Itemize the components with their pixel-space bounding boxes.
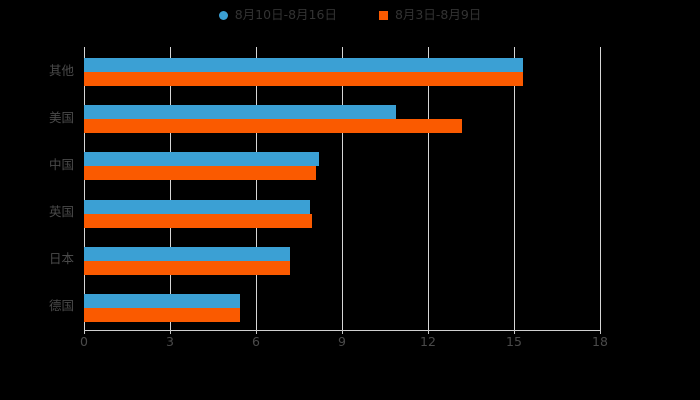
x-axis-tick-mark — [514, 330, 515, 334]
x-axis-tick-label: 18 — [592, 334, 608, 349]
y-axis-tick-label: 其他 — [48, 62, 74, 78]
x-axis-tick-mark — [256, 330, 257, 334]
x-axis-tick-label: 6 — [252, 334, 260, 349]
bar[interactable] — [84, 307, 241, 322]
x-axis-tick-label: 3 — [166, 334, 174, 349]
bar[interactable] — [84, 105, 397, 120]
legend-square-marker-icon — [378, 10, 388, 20]
bar[interactable] — [84, 166, 317, 181]
gridline — [428, 47, 429, 330]
bar-group — [84, 141, 600, 188]
bar[interactable] — [84, 58, 523, 72]
bar[interactable] — [84, 246, 291, 261]
bar[interactable] — [84, 119, 463, 134]
legend-label-series-1: 8月3日-8月9日 — [394, 7, 482, 22]
gridline — [514, 47, 515, 330]
gridline — [600, 47, 601, 330]
gridline — [84, 47, 85, 330]
bar-group — [84, 283, 600, 330]
x-axis-tick-label: 0 — [80, 334, 88, 349]
y-axis-tick-label: 美国 — [48, 109, 74, 125]
bar[interactable] — [84, 213, 312, 228]
legend-item-series-0[interactable]: 8月10日-8月16日 — [218, 7, 337, 22]
x-axis-tick-mark — [428, 330, 429, 334]
bar[interactable] — [84, 72, 523, 86]
x-axis-tick-mark — [342, 330, 343, 334]
x-axis-tick-label: 12 — [420, 334, 436, 349]
x-axis-tick-mark — [170, 330, 171, 334]
bar[interactable] — [84, 199, 311, 214]
legend-item-series-1[interactable]: 8月3日-8月9日 — [378, 7, 482, 22]
legend-circle-marker-icon — [218, 10, 228, 20]
bar-group — [84, 236, 600, 283]
bar[interactable] — [84, 152, 320, 167]
x-axis-labels: 0 3 6 9 12 15 18 — [0, 334, 700, 354]
bar-group — [84, 47, 600, 94]
y-axis-tick-label: 英国 — [48, 204, 74, 220]
bar-group — [84, 94, 600, 141]
legend-label-series-0: 8月10日-8月16日 — [234, 7, 337, 22]
y-axis-labels: 其他美国中国英国日本德国 — [0, 47, 74, 330]
bar[interactable] — [84, 260, 291, 275]
plot-area — [84, 47, 601, 330]
x-axis-tick-label: 15 — [506, 334, 522, 349]
bar-group — [84, 189, 600, 236]
y-axis-tick-label: 日本 — [48, 251, 74, 267]
gridline — [342, 47, 343, 330]
y-axis-tick-label: 中国 — [48, 156, 74, 172]
x-axis-tick-mark — [600, 330, 601, 334]
gridline — [256, 47, 257, 330]
chart-legend: 8月10日-8月16日 8月3日-8月9日 — [0, 8, 700, 22]
x-axis-tick-label: 9 — [338, 334, 346, 349]
x-axis-tick-mark — [84, 330, 85, 334]
y-axis-tick-label: 德国 — [48, 298, 74, 314]
gridline — [170, 47, 171, 330]
bar[interactable] — [84, 293, 241, 308]
